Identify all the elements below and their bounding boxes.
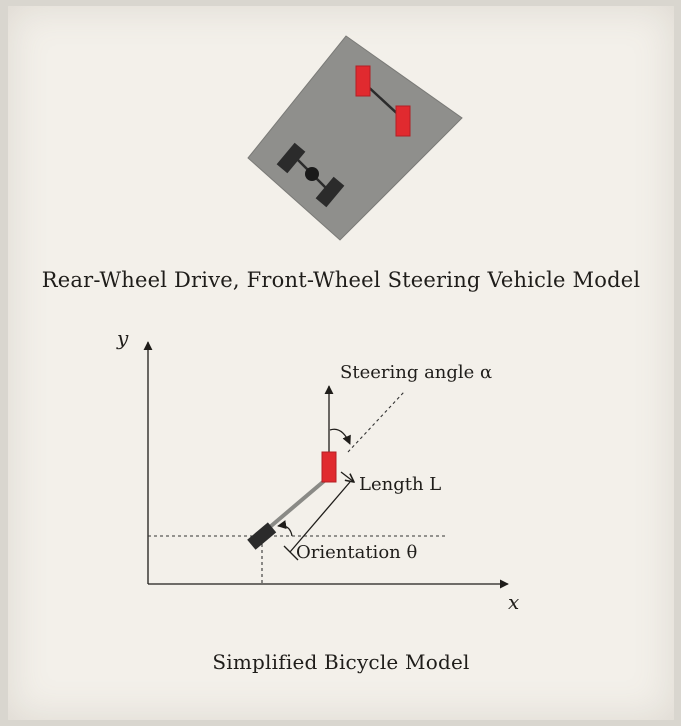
x-axis-label: x [508,590,520,614]
figure-canvas [143,35,509,589]
rear-wheel-right [315,176,345,208]
steering-reference-line [347,391,405,453]
y-axis-label: y [117,326,129,350]
rear-wheel-left [276,142,306,174]
steering-angle-arc [329,428,351,445]
orientation-angle-arc [277,520,293,537]
bicycle-rear-wheel [247,522,277,550]
rear-axle-center [305,167,319,181]
orientation-label: Orientation θ [296,542,418,563]
bicycle-frame [262,474,332,534]
figure-page: Rear-Wheel Drive, Front-Wheel Steering V… [8,6,674,720]
bicycle-model-caption: Simplified Bicycle Model [212,650,470,674]
steering-angle-label: Steering angle α [340,362,493,383]
length-pointer [340,471,354,482]
length-dimension-line [289,481,351,553]
bicycle-model [143,341,509,589]
vehicle-model [247,35,463,241]
bicycle-front-wheel [321,451,337,483]
front-wheel-left [355,65,371,97]
vehicle-model-caption: Rear-Wheel Drive, Front-Wheel Steering V… [41,268,641,292]
length-dimension-tick [283,545,299,561]
vehicle-body [247,35,463,241]
front-wheel-right [395,105,411,137]
length-label: Length L [359,474,442,495]
